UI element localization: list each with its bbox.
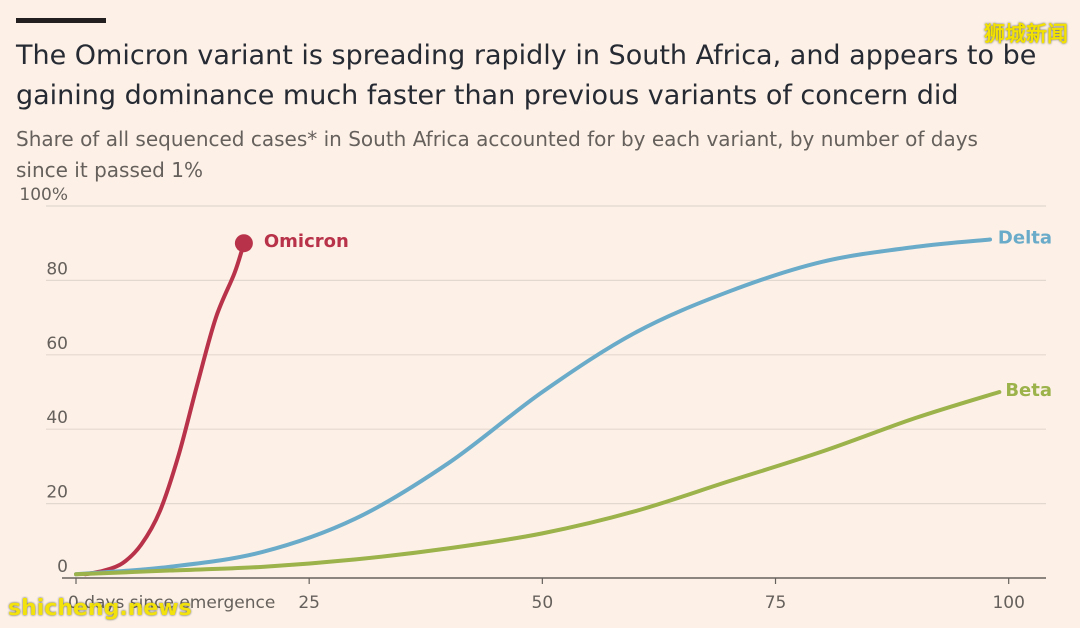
series-end-marker-omicron: [234, 234, 253, 253]
series-label-beta: Beta: [1005, 380, 1052, 401]
chart-subtitle: Share of all sequenced cases* in South A…: [16, 127, 978, 182]
series-labels: Omicron Delta Beta: [264, 227, 1052, 401]
series-label-omicron: Omicron: [264, 231, 349, 252]
y-tick-label: 0: [57, 557, 68, 577]
y-axis-ticks: 0 20 40 60 80 100%: [19, 185, 68, 577]
top-rule: [16, 18, 106, 23]
series-line-delta: [74, 237, 993, 577]
y-tick-label: 40: [46, 408, 68, 428]
x-axis: 0 days since emergence 25 50 75 100: [62, 577, 1046, 613]
x-tick-label: 0 days since emergence: [68, 593, 275, 613]
y-tick-label: 20: [46, 483, 68, 503]
chart-title: The Omicron variant is spreading rapidly…: [16, 40, 1037, 111]
x-tick-label: 25: [298, 593, 320, 613]
x-tick-label: 100: [992, 593, 1024, 613]
corner-logo: 狮城新闻: [984, 22, 1068, 46]
y-tick-label: 80: [46, 259, 68, 279]
series-line-beta: [74, 390, 1002, 577]
series-line-omicron: [83, 241, 246, 577]
x-tick-label: 50: [532, 593, 554, 613]
watermark: shicheng.news: [8, 596, 192, 621]
y-tick-label: 60: [46, 334, 68, 354]
x-tick-label: 75: [765, 593, 787, 613]
series-lines: [74, 234, 1002, 577]
gridlines: [46, 205, 1046, 505]
y-tick-label: 100%: [19, 185, 68, 205]
series-label-delta: Delta: [998, 227, 1052, 248]
